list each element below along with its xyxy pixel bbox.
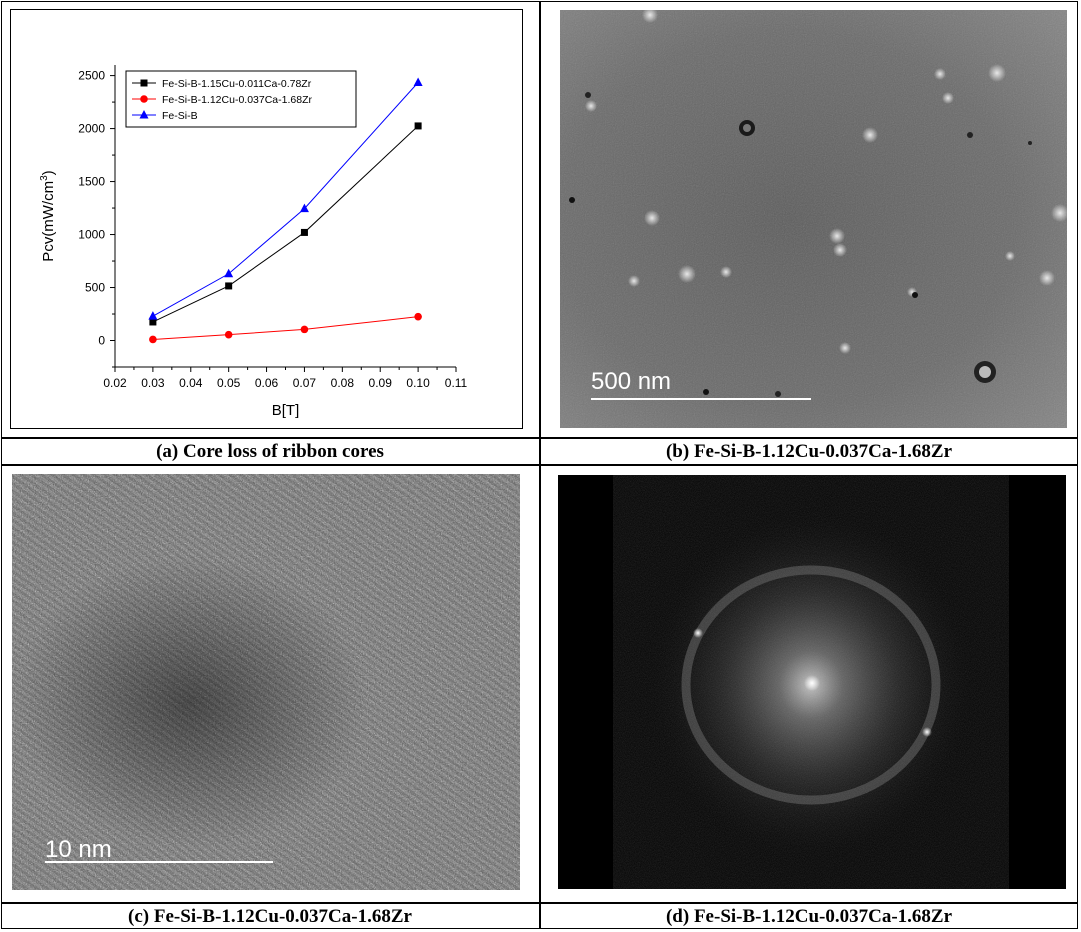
dark-particles: [569, 92, 1032, 397]
row-divider-1: [1, 437, 1078, 439]
diffraction-pattern-d-graphic: [646, 510, 976, 860]
hrtem-image-c: 10 nm: [12, 474, 520, 890]
caption-c: (c) Fe-Si-B-1.12Cu-0.037Ca-1.68Zr: [128, 906, 412, 927]
series-line-2: [152, 316, 419, 340]
tem-image-b-graphic: [560, 10, 1067, 428]
data-point-s1: [300, 228, 308, 236]
scale-bar-label-c: 10 nm: [45, 836, 112, 863]
legend-marker: [140, 79, 148, 87]
y-tick-label: 500: [85, 281, 105, 295]
legend-label: Fe-Si-B-1.15Cu-0.011Ca-0.78Zr: [162, 78, 312, 90]
series-line-3: [152, 82, 419, 317]
data-point-s1: [225, 282, 233, 290]
caption-b: (b) Fe-Si-B-1.12Cu-0.037Ca-1.68Zr: [665, 441, 953, 462]
y-tick-label: 0: [98, 334, 105, 348]
data-point-s3: [299, 203, 309, 213]
x-tick-label: 0.02: [103, 376, 127, 390]
data-point-s2: [300, 325, 309, 334]
scale-bar-label-b: 500 nm: [591, 368, 672, 395]
y-tick-label: 1000: [78, 228, 105, 242]
x-tick-label: 0.10: [406, 376, 430, 390]
x-tick-label: 0.04: [179, 376, 203, 390]
x-tick-label: 0.08: [331, 376, 355, 390]
core-loss-chart: 0.02 0.03 0.04 0.05 0.06 0.07 0.08 0.09 0.10 0.11…: [10, 9, 523, 429]
legend-marker: [139, 110, 149, 119]
data-point-s3: [413, 77, 423, 86]
y-tick-label: 1500: [78, 175, 105, 189]
row-divider-2: [1, 464, 1078, 466]
caption-d: (d) Fe-Si-B-1.12Cu-0.037Ca-1.68Zr: [665, 906, 953, 927]
y-axis-label: Pcv(mW/cm3): [39, 170, 57, 261]
y-tick-label: 2000: [78, 122, 105, 136]
caption-a: (a) Core loss of ribbon cores: [156, 441, 384, 462]
data-point-s1: [149, 318, 157, 326]
x-tick-label: 0.07: [293, 376, 317, 390]
scale-bar-c: [45, 861, 273, 863]
x-tick-label: 0.11: [445, 376, 468, 390]
chart-svg: 0.02 0.03 0.04 0.05 0.06 0.07 0.08 0.09 0.10 0.11…: [39, 65, 468, 419]
data-point-s3: [224, 268, 234, 278]
tem-image-b: 500 nm: [560, 10, 1067, 428]
legend-label: Fe-Si-B: [162, 110, 198, 122]
x-axis-label: B[T]: [272, 402, 300, 419]
data-point-s2: [149, 335, 157, 344]
x-tick-label: 0.03: [141, 376, 165, 390]
data-point-s2: [224, 330, 233, 339]
hrtem-image-c-graphic: [12, 474, 520, 890]
x-tick-label: 0.09: [369, 376, 393, 390]
y-tick-label: 2500: [78, 69, 105, 83]
data-point-s2: [414, 312, 422, 321]
x-tick-label: 0.06: [255, 376, 279, 390]
series-line-1: [152, 125, 419, 323]
legend-box: [125, 70, 357, 128]
row-divider-3: [1, 902, 1078, 904]
legend-label: Fe-Si-B-1.12Cu-0.037Ca-1.68Zr: [162, 94, 312, 106]
x-tick-label: 0.05: [217, 376, 241, 390]
legend-marker: [140, 95, 148, 103]
bright-particles: [585, 10, 1067, 354]
diffraction-pattern-d: [558, 475, 1066, 889]
data-point-s3: [148, 311, 158, 320]
data-point-s1: [414, 122, 422, 130]
scale-bar-b: [591, 398, 811, 400]
